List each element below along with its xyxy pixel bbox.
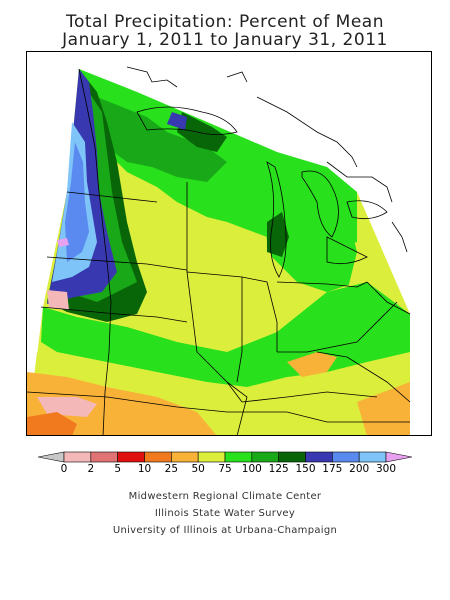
- legend-swatch: [358, 451, 387, 463]
- zone-western-midblue: [65, 142, 89, 262]
- legend-tick-label: 75: [218, 463, 232, 475]
- legend-tick-label: 150: [295, 463, 316, 475]
- legend-swatch: [171, 451, 199, 463]
- legend-tick-label: 125: [268, 463, 289, 475]
- legend-color-bar: [38, 451, 412, 463]
- legend-swatch: [305, 451, 333, 463]
- legend-tick-label: 300: [375, 463, 397, 475]
- credit-line-3: University of Illinois at Urbana-Champai…: [112, 525, 338, 536]
- legend-swatch: [251, 451, 279, 463]
- legend-tick-label: 100: [241, 463, 262, 475]
- zone-kentucky-orange: [287, 352, 337, 377]
- zone-southwest-red: [27, 412, 77, 435]
- legend-swatch: [332, 451, 360, 463]
- map-date-range: January 1, 2011 to January 31, 2011: [62, 30, 388, 50]
- credit-line-2: Illinois State Water Survey: [154, 508, 296, 519]
- zone-small-purple: [57, 238, 69, 247]
- zone-michigan-green: [262, 172, 357, 302]
- legend-tick-label: 25: [164, 463, 179, 475]
- legend-swatch: [63, 451, 92, 463]
- zone-southwest-orange: [27, 372, 217, 435]
- map-canvas: [27, 52, 431, 435]
- legend-tick-label: 5: [114, 463, 121, 475]
- zone-wisc-dark: [177, 112, 227, 152]
- precipitation-map: [26, 51, 432, 436]
- legend-swatch: [197, 451, 226, 463]
- legend-arrow-low: [38, 451, 65, 463]
- legend-tick-label: 10: [137, 463, 152, 475]
- legend-arrow-high: [385, 451, 412, 463]
- map-title: Total Precipitation: Percent of Mean: [66, 12, 384, 32]
- zone-lakesup-blue: [167, 112, 187, 130]
- legend-tick-label: 2: [87, 463, 95, 475]
- credit-line-1: Midwestern Regional Climate Center: [128, 491, 322, 502]
- legend-swatch: [278, 451, 306, 463]
- zone-small-lightpink: [47, 290, 69, 310]
- canada-coastline: [126, 66, 411, 315]
- legend-swatch: [90, 451, 118, 463]
- legend-tick-label: 50: [191, 463, 205, 475]
- legend-tick-label: 0: [60, 463, 68, 475]
- legend-swatch: [224, 451, 253, 463]
- legend-swatch: [144, 451, 172, 463]
- legend-tick-label: 200: [349, 463, 370, 475]
- zone-mid-green: [97, 97, 227, 182]
- zone-southwest-pink: [37, 397, 97, 417]
- great-lakes: [136, 106, 388, 278]
- state-boundaries: [27, 68, 411, 435]
- legend-tick-label: 175: [322, 463, 343, 475]
- legend-swatch: [117, 451, 145, 463]
